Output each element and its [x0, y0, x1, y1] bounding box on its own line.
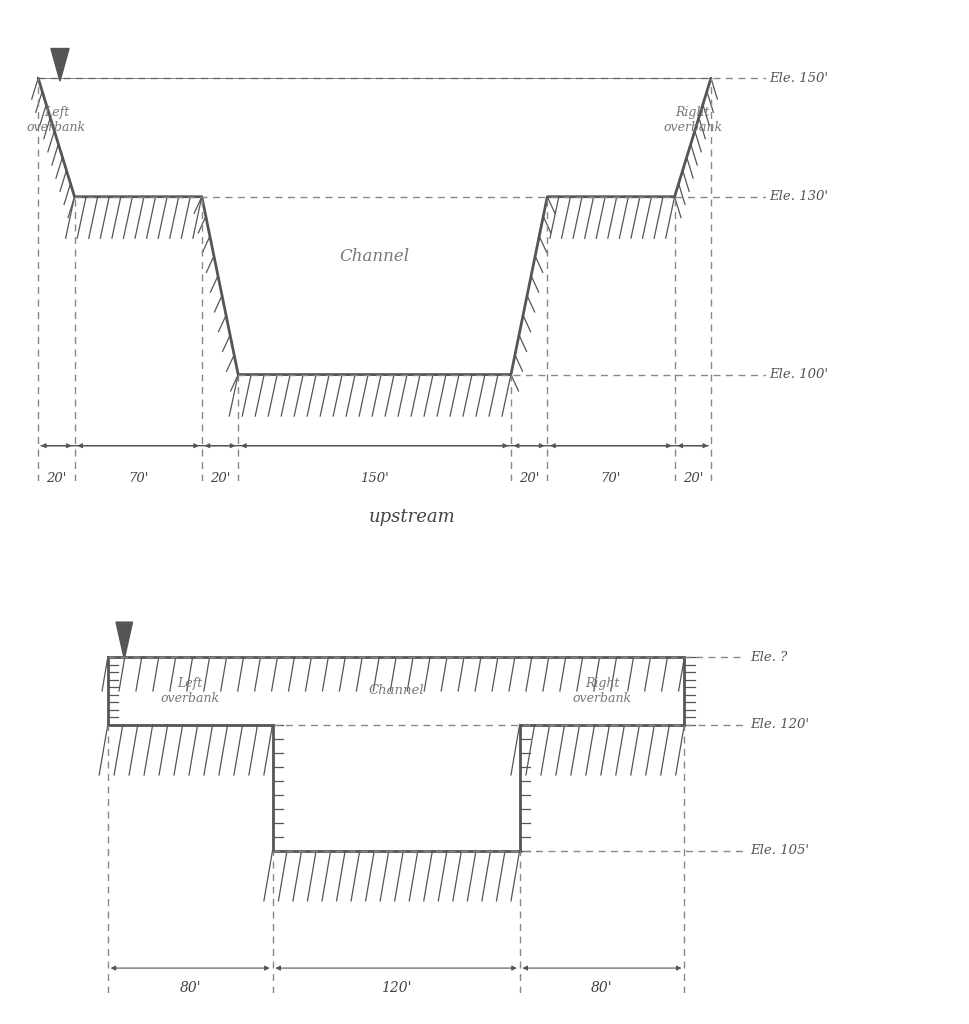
Text: 80': 80'	[591, 981, 612, 994]
Text: Right
overbank: Right overbank	[573, 677, 632, 705]
Text: Ele. 120': Ele. 120'	[750, 718, 809, 731]
Text: Ele. 100': Ele. 100'	[769, 368, 828, 381]
Text: 80': 80'	[179, 981, 201, 994]
Text: 120': 120'	[381, 981, 411, 994]
Text: Left
overbank: Left overbank	[27, 105, 86, 134]
Text: Right
overbank: Right overbank	[663, 105, 722, 134]
Text: Ele. 150': Ele. 150'	[769, 72, 828, 85]
Text: Ele. 105': Ele. 105'	[750, 844, 809, 857]
Text: 20': 20'	[682, 472, 703, 485]
Text: 20': 20'	[47, 472, 67, 485]
Polygon shape	[116, 623, 133, 659]
Text: 70': 70'	[601, 472, 621, 485]
Text: Channel: Channel	[368, 684, 423, 697]
Text: upstream: upstream	[368, 508, 455, 526]
Polygon shape	[51, 48, 69, 81]
Text: 70': 70'	[128, 472, 148, 485]
Text: Ele. ?: Ele. ?	[750, 651, 788, 664]
Text: Ele. 130': Ele. 130'	[769, 190, 828, 203]
Text: Left
overbank: Left overbank	[161, 677, 220, 705]
Text: 20': 20'	[210, 472, 231, 485]
Text: 150': 150'	[360, 472, 389, 485]
Text: Channel: Channel	[339, 248, 410, 264]
Text: 20': 20'	[519, 472, 540, 485]
